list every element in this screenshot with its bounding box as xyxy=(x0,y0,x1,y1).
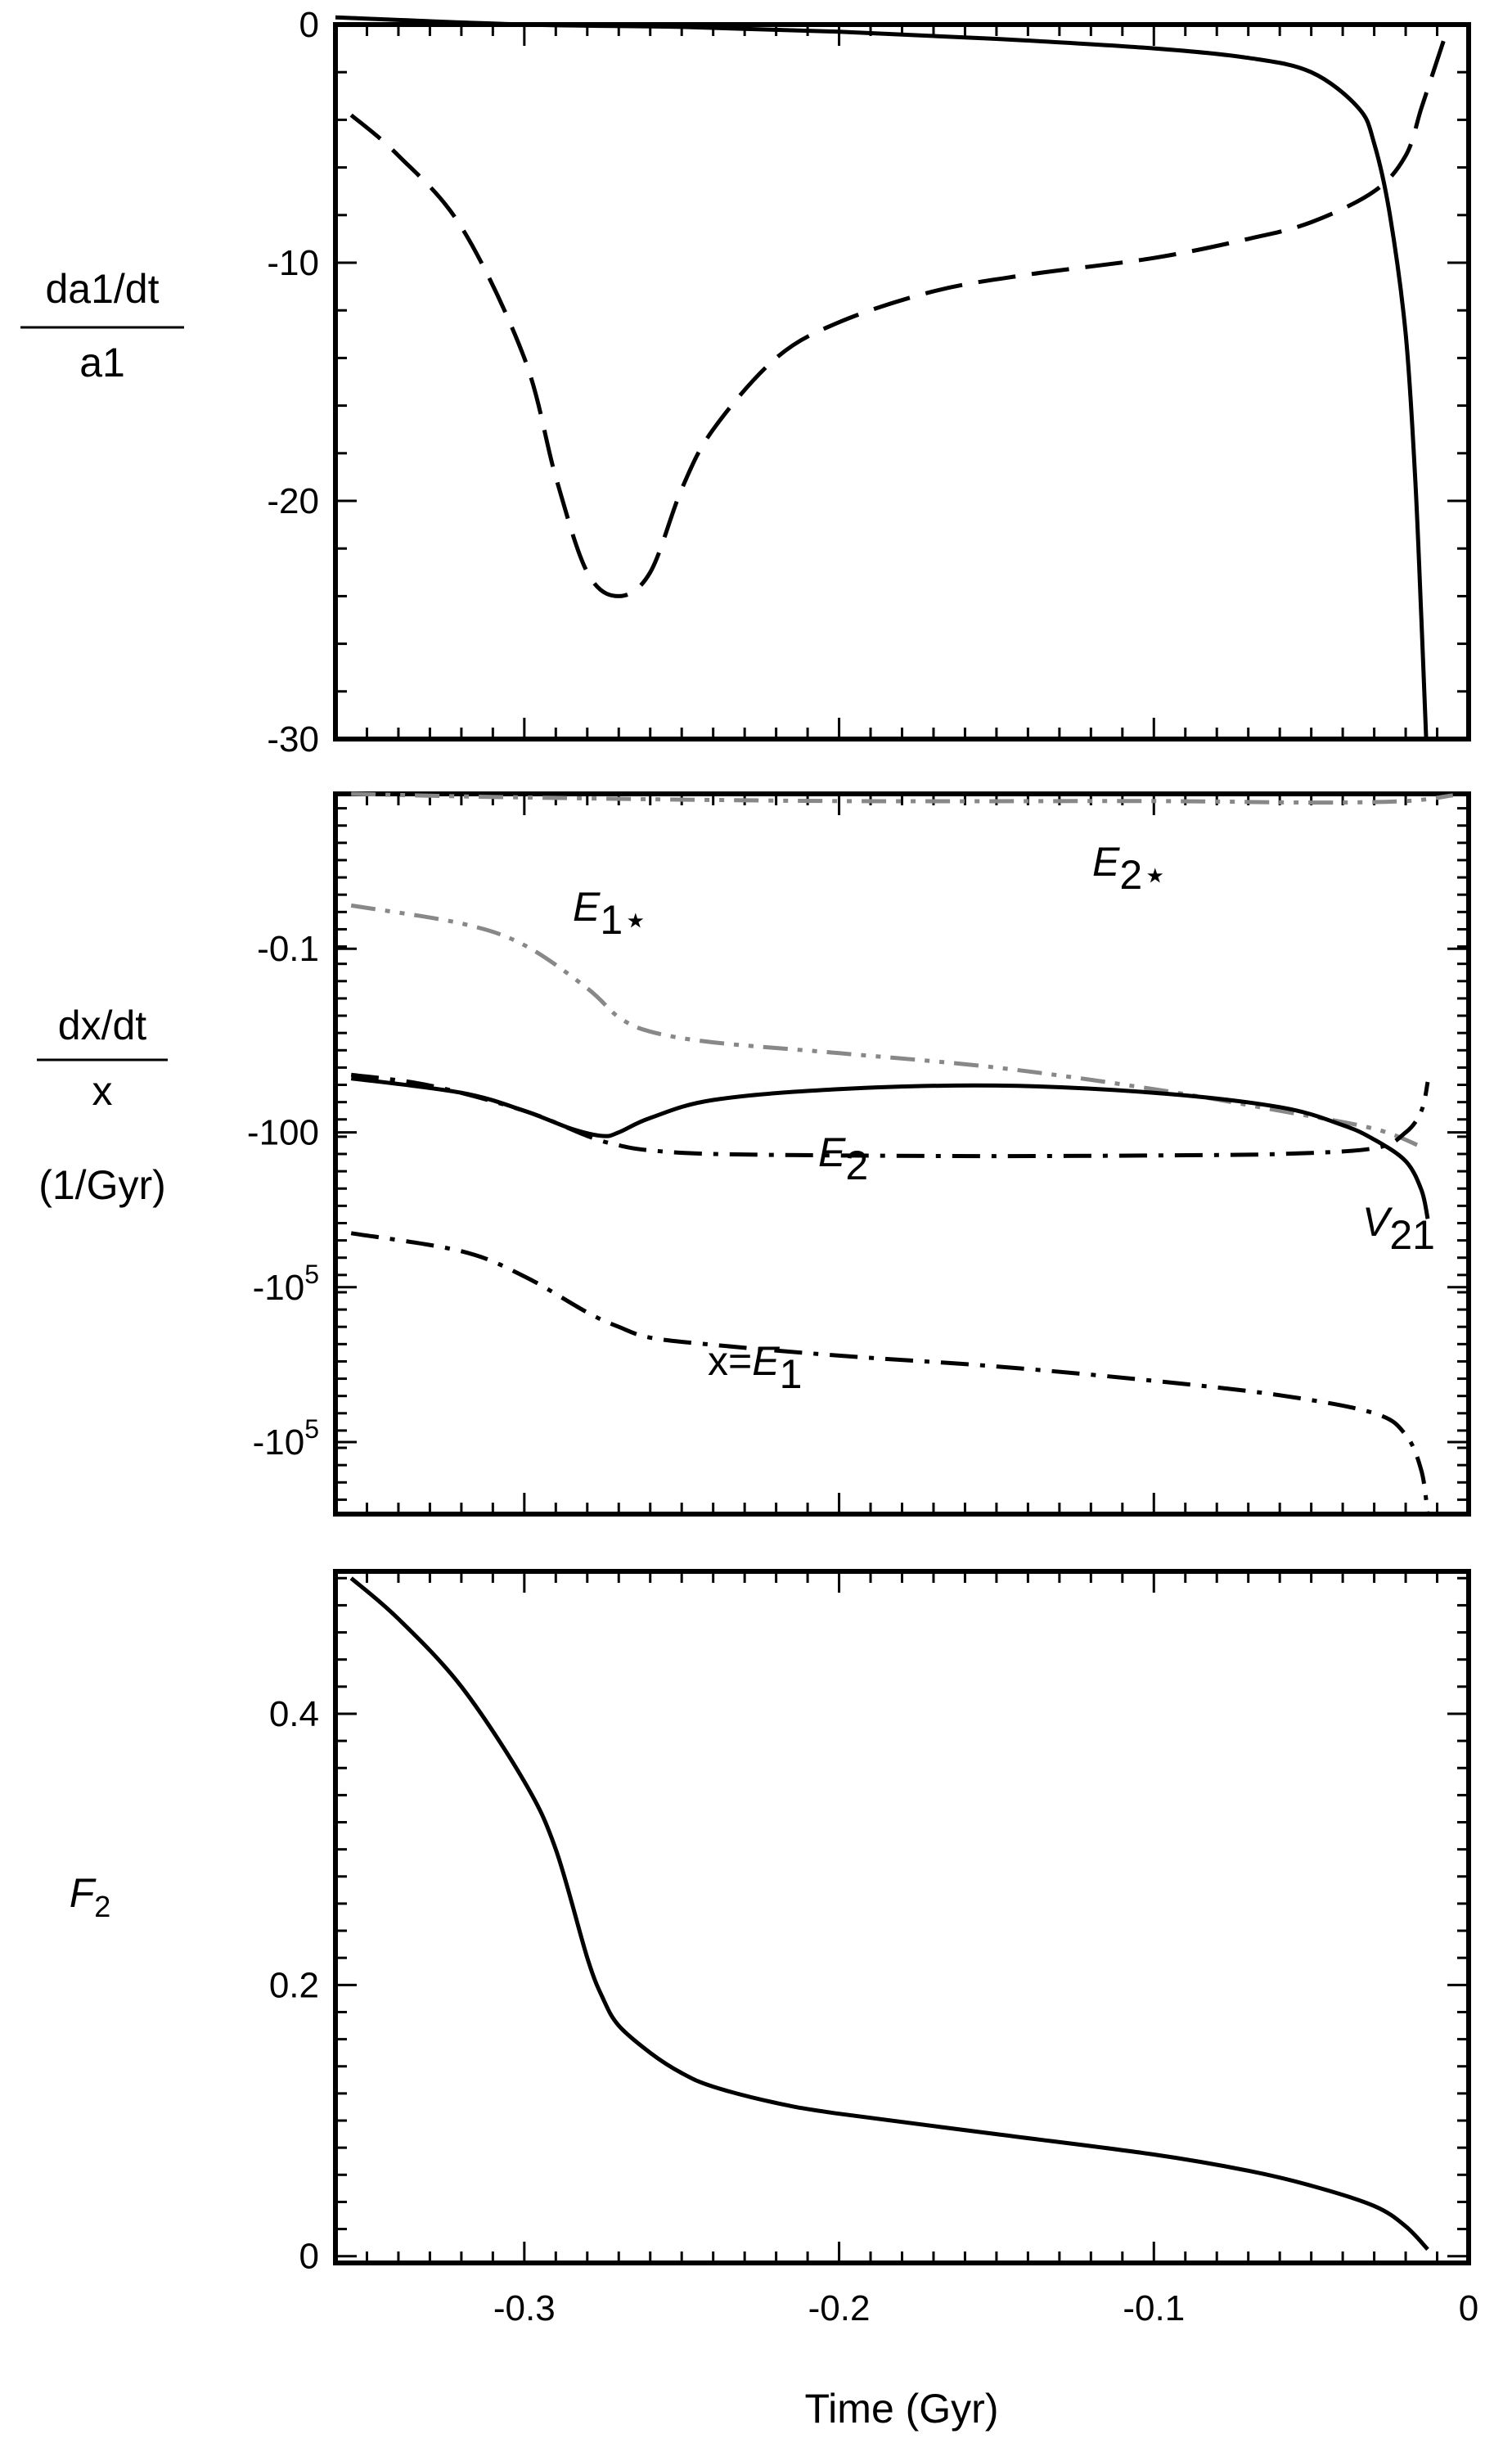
panel-bottom-curves xyxy=(349,1576,1429,2251)
panel-bottom-ylabel: F2 xyxy=(70,1870,111,1923)
annotation-e2: E2 xyxy=(818,1129,868,1188)
panel-middle-ylabel-denominator: x xyxy=(92,1068,113,1114)
y-tick-label: 0 xyxy=(299,2237,319,2277)
panel-bottom-frame xyxy=(333,1569,1471,2265)
panel-bottom: F2 0 0.2 0.4 -0.3 -0.2 -0.1 0 Time (Gyr) xyxy=(70,1569,1478,2432)
panel-middle-curves xyxy=(350,791,1454,1515)
panel-top-ylabel-denominator: a1 xyxy=(79,340,125,385)
y-tick-label: 0.2 xyxy=(269,1965,319,2005)
y-tick-label: -20 xyxy=(267,481,319,521)
panel-top: da1/dt a1 0 -10 -20 -30 xyxy=(20,5,1471,759)
series-e2-star-line xyxy=(351,791,1454,805)
y-tick-label: -30 xyxy=(267,719,319,759)
panel-top-ylabel: da1/dt a1 xyxy=(20,266,184,385)
x-tick-label: -0.2 xyxy=(808,2288,871,2328)
panel-top-curves xyxy=(335,15,1449,740)
annotation-e1-star: E1⋆ xyxy=(573,884,648,943)
y-tick-label: 0.4 xyxy=(269,1694,319,1734)
panel-middle-ylabel: dx/dt x (1/Gyr) xyxy=(37,1003,168,1208)
top-series-solid-line xyxy=(335,15,1429,740)
panel-bottom-ticks: 0 0.2 0.4 -0.3 -0.2 -0.1 0 xyxy=(269,1571,1478,2328)
y-tick-label: 0 xyxy=(299,5,319,45)
panel-bottom-ylabel: F2 xyxy=(70,1870,111,1923)
series-v21-line xyxy=(350,1076,1430,1219)
y-tick-label: -105 xyxy=(253,1414,319,1463)
panel-middle-ticks: -0.1 -100 -105 -105 xyxy=(247,794,1470,1514)
panel-top-frame xyxy=(333,22,1471,741)
panel-middle-ylabel-numerator: dx/dt xyxy=(58,1003,147,1048)
series-e1-star-line xyxy=(350,903,1423,1149)
series-e2-line xyxy=(350,1072,1430,1159)
annotation-e1: x=E1 xyxy=(708,1338,802,1397)
panel-top-ticks: 0 -10 -20 -30 xyxy=(267,5,1470,759)
y-tick-label: -100 xyxy=(247,1113,319,1153)
annotation-e2-star: E2⋆ xyxy=(1092,839,1168,898)
y-tick-label: -105 xyxy=(253,1260,319,1308)
y-tick-label: -0.1 xyxy=(257,929,319,969)
x-axis-title: Time (Gyr) xyxy=(805,2386,999,2432)
series-e1-line xyxy=(350,1231,1430,1515)
annotation-v21: V21 xyxy=(1362,1199,1435,1258)
panel-top-ylabel-numerator: da1/dt xyxy=(45,266,159,312)
y-tick-label: -10 xyxy=(267,243,319,283)
top-series-dashed-line xyxy=(349,30,1449,598)
panel-middle-ylabel-units: (1/Gyr) xyxy=(38,1162,166,1208)
x-tick-label: -0.3 xyxy=(493,2288,556,2328)
panel-middle-annotations: E1⋆ E2⋆ E2 V21 x=E1 xyxy=(573,839,1435,1397)
x-tick-label: 0 xyxy=(1459,2288,1478,2328)
x-tick-label: -0.1 xyxy=(1123,2288,1185,2328)
f2-line xyxy=(349,1576,1429,2251)
panel-middle: dx/dt x (1/Gyr) -0.1-100-105-105 E1⋆E2⋆E… xyxy=(37,791,1471,1517)
